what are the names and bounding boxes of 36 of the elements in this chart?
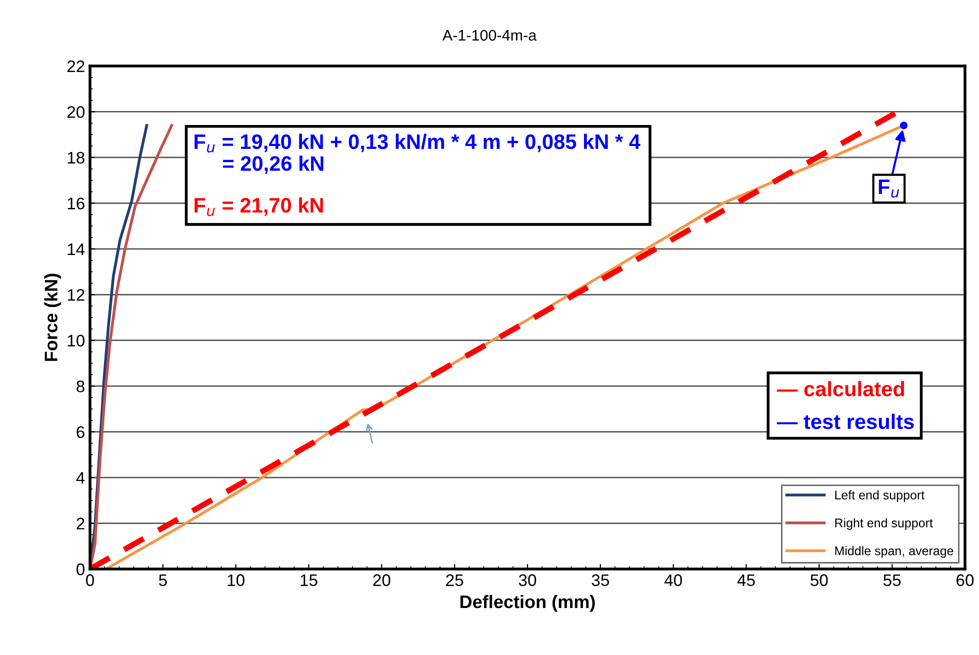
legend-label: Left end support <box>835 490 924 502</box>
x-tick-label: 40 <box>664 574 682 586</box>
x-tick-label: 15 <box>300 574 318 586</box>
y-tick-label: 4 <box>76 472 85 484</box>
annotation: — test results <box>776 414 914 430</box>
y-tick-label: 0 <box>76 563 84 576</box>
annotation: F$_{u}$ = 19,40 kN + 0,13 kN/m * 4 m + 0,085 kN * 4 = 20,26 kN <box>194 134 640 174</box>
y-tick-label: 22 <box>67 60 84 72</box>
legend-label: Middle span, average <box>835 546 954 558</box>
y-tick-label: 20 <box>67 106 84 118</box>
x-tick-label: 55 <box>883 574 901 586</box>
y-tick-label: 6 <box>76 426 84 438</box>
x-tick-label: 45 <box>737 574 755 586</box>
y-tick-label: 18 <box>68 152 84 164</box>
legend-label: Right end support <box>835 518 933 530</box>
chart-title: A-1-100-4m-a <box>442 30 537 41</box>
y-tick-label: 8 <box>76 380 84 392</box>
y-tick-label: 2 <box>76 518 84 530</box>
x-tick-label: 0 <box>86 574 94 586</box>
x-tick-label: 20 <box>373 574 390 586</box>
annotation: F$_{u}$ = 21,70 kN <box>194 197 323 216</box>
y-tick-label: 12 <box>68 289 84 301</box>
y-tick-label: 14 <box>68 243 85 255</box>
x-tick-label: 5 <box>158 574 167 586</box>
x-tick-label: 30 <box>518 574 536 586</box>
x-tick-label: 25 <box>446 574 464 586</box>
x-tick-label: 35 <box>592 574 609 586</box>
x-axis-title: Deflection (mm) <box>460 594 595 612</box>
annotation: — calculated <box>776 381 904 396</box>
x-tick-label: 50 <box>810 574 828 586</box>
y-axis-title: Force (kN) <box>44 274 62 361</box>
x-tick-label: 60 <box>956 574 974 586</box>
y-tick-label: 16 <box>68 198 84 210</box>
x-tick-label: 10 <box>228 574 244 586</box>
annotation: F$_{u}$ <box>878 180 900 198</box>
y-tick-label: 10 <box>68 334 84 347</box>
